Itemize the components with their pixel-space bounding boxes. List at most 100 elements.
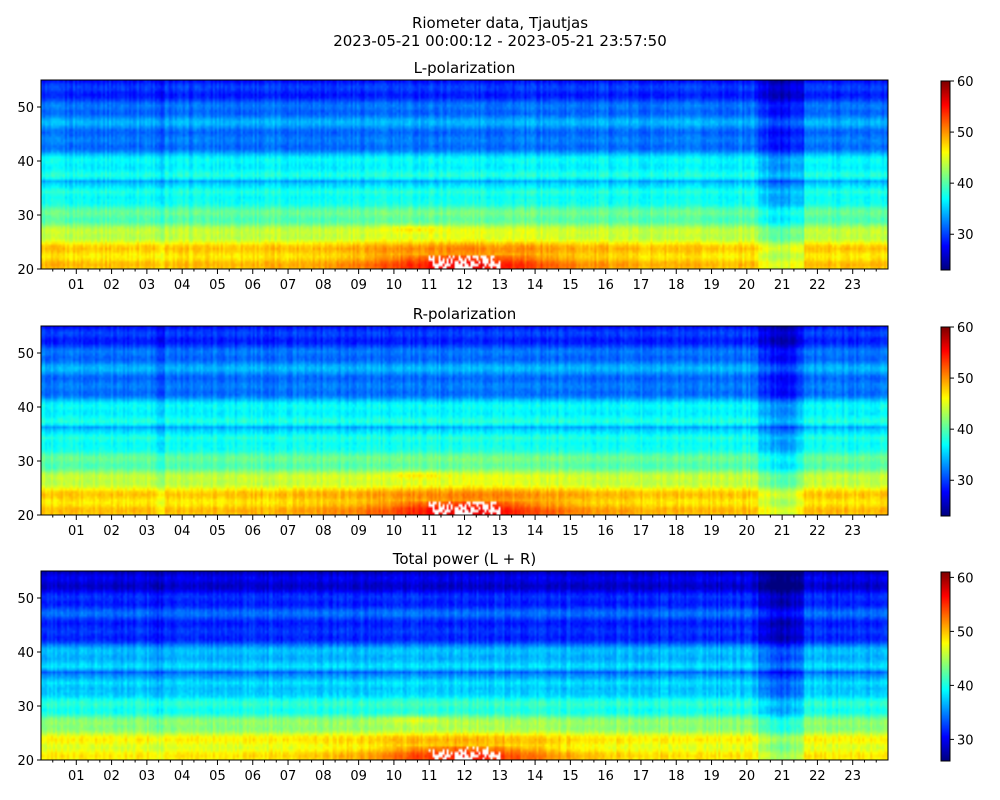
x-tick-label: 22 <box>809 769 826 784</box>
x-tick-label: 19 <box>703 278 720 293</box>
figure-title: Riometer data, Tjautjas <box>412 14 588 32</box>
colorbar-tick-label: 40 <box>957 177 974 192</box>
colorbar-tick-label: 50 <box>957 372 974 387</box>
y-tick-label: 20 <box>17 509 34 524</box>
x-tick-label: 13 <box>492 524 509 539</box>
x-tick-label: 20 <box>739 278 756 293</box>
x-tick-label: 11 <box>421 769 438 784</box>
x-tick-label: 01 <box>68 278 85 293</box>
panel-3: Total power (L + R) 20 30 40 50 01 02 03 04 05 06 0… <box>17 550 973 784</box>
colorbar-tick-label: 50 <box>957 126 974 141</box>
x-tick-label: 07 <box>280 524 297 539</box>
x-tick-label: 19 <box>703 769 720 784</box>
x-tick-label: 17 <box>633 769 650 784</box>
colorbar-tick-label: 30 <box>957 228 974 243</box>
panels: L-polarization 20 30 40 50 01 02 03 04 05 06 07 08 09… <box>17 59 973 784</box>
panel-title: R-polarization <box>413 305 516 323</box>
x-tick-label: 14 <box>527 524 544 539</box>
x-tick-label: 11 <box>421 524 438 539</box>
panel-title: Total power (L + R) <box>392 550 537 568</box>
x-tick-label: 01 <box>68 769 85 784</box>
x-tick-label: 09 <box>350 524 367 539</box>
x-tick-label: 23 <box>844 278 861 293</box>
x-tick-label: 16 <box>597 278 614 293</box>
colorbar-tick-label: 60 <box>957 321 974 336</box>
x-tick-label: 10 <box>386 524 403 539</box>
colorbar-gradient <box>941 572 950 761</box>
x-tick-label: 05 <box>209 524 226 539</box>
x-tick-label: 05 <box>209 278 226 293</box>
colorbar-tick-label: 30 <box>957 733 974 748</box>
x-tick-label: 10 <box>386 769 403 784</box>
heatmap <box>41 80 888 269</box>
x-tick-label: 18 <box>668 278 685 293</box>
colorbar: 30 40 50 60 <box>940 75 974 271</box>
colorbar-tick-label: 30 <box>957 474 974 489</box>
colorbar-frame <box>940 80 951 271</box>
x-tick-label: 19 <box>703 524 720 539</box>
x-tick-label: 15 <box>562 278 579 293</box>
heatmap <box>41 571 888 760</box>
y-tick-label: 30 <box>17 700 34 715</box>
x-tick-label: 14 <box>527 769 544 784</box>
heatmap <box>41 326 888 515</box>
y-tick-label: 50 <box>17 592 34 607</box>
x-tick-label: 17 <box>633 278 650 293</box>
colorbar-tick-label: 60 <box>957 75 974 90</box>
colorbar-gradient <box>941 327 950 516</box>
x-tick-label: 13 <box>492 278 509 293</box>
x-tick-label: 09 <box>350 278 367 293</box>
x-tick-label: 04 <box>174 278 191 293</box>
x-tick-label: 03 <box>139 769 156 784</box>
x-tick-label: 12 <box>456 524 473 539</box>
x-tick-label: 07 <box>280 769 297 784</box>
colorbar-tick-label: 60 <box>957 571 974 586</box>
x-tick-label: 08 <box>315 278 332 293</box>
x-tick-label: 15 <box>562 524 579 539</box>
y-tick-label: 50 <box>17 347 34 362</box>
x-tick-label: 10 <box>386 278 403 293</box>
y-tick-label: 20 <box>17 754 34 769</box>
colorbar-tick-label: 40 <box>957 423 974 438</box>
y-tick-label: 30 <box>17 209 34 224</box>
x-tick-label: 18 <box>668 769 685 784</box>
figure-subtitle: 2023-05-21 00:00:12 - 2023-05-21 23:57:5… <box>333 32 667 50</box>
x-tick-label: 23 <box>844 769 861 784</box>
x-tick-label: 21 <box>774 278 791 293</box>
x-tick-label: 20 <box>739 769 756 784</box>
y-tick-label: 40 <box>17 646 34 661</box>
x-tick-label: 16 <box>597 524 614 539</box>
y-tick-label: 20 <box>17 263 34 278</box>
colorbar-frame <box>940 326 951 517</box>
x-tick-label: 14 <box>527 278 544 293</box>
y-tick-label: 50 <box>17 101 34 116</box>
y-tick-label: 30 <box>17 455 34 470</box>
x-tick-label: 12 <box>456 769 473 784</box>
x-tick-label: 03 <box>139 278 156 293</box>
x-tick-label: 23 <box>844 524 861 539</box>
panel-2: R-polarization 20 30 40 50 01 02 03 04 05 06 07 08 09… <box>17 305 973 539</box>
x-tick-label: 16 <box>597 769 614 784</box>
colorbar-frame <box>940 571 951 762</box>
colorbar-tick-label: 40 <box>957 679 974 694</box>
x-tick-label: 05 <box>209 769 226 784</box>
colorbar-gradient <box>941 81 950 270</box>
x-tick-label: 01 <box>68 524 85 539</box>
x-tick-label: 22 <box>809 524 826 539</box>
x-tick-label: 15 <box>562 769 579 784</box>
colorbar-tick-label: 50 <box>957 625 974 640</box>
x-tick-label: 06 <box>244 524 261 539</box>
x-tick-label: 12 <box>456 278 473 293</box>
colorbar: 30 40 50 60 <box>940 571 974 762</box>
panel-1: L-polarization 20 30 40 50 01 02 03 04 05 06 07 08 09… <box>17 59 973 293</box>
y-tick-label: 40 <box>17 401 34 416</box>
x-tick-label: 11 <box>421 278 438 293</box>
x-tick-label: 02 <box>103 524 120 539</box>
x-tick-label: 17 <box>633 524 650 539</box>
x-tick-label: 02 <box>103 278 120 293</box>
x-tick-label: 06 <box>244 769 261 784</box>
x-tick-label: 13 <box>492 769 509 784</box>
x-tick-label: 06 <box>244 278 261 293</box>
x-tick-label: 07 <box>280 278 297 293</box>
